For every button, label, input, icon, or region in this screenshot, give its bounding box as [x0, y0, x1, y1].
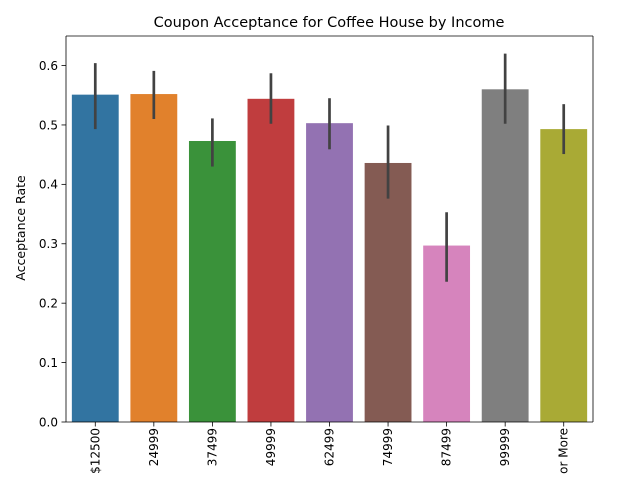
x-tick-label-6: 87499: [440, 428, 454, 466]
x-axis: $12500 24999 37499 49999 62499 74999 87499 9999…: [88, 422, 571, 474]
bar-4: [306, 123, 353, 423]
plot-area: [65, 35, 594, 423]
y-tick-label-6: 0.6: [39, 59, 58, 73]
x-tick-label-7: 99999: [498, 428, 512, 466]
y-tick-label-2: 0.2: [39, 296, 58, 310]
y-tick-label-0: 0.0: [39, 415, 58, 429]
y-axis-label: Acceptance Rate: [13, 175, 28, 281]
x-tick-label-3: 49999: [264, 428, 278, 466]
bar-3: [247, 98, 295, 422]
bar-2: [188, 140, 236, 422]
y-tick-label-3: 0.3: [39, 237, 58, 251]
bar-1: [130, 94, 178, 423]
x-tick-label-8: or More: [557, 428, 571, 474]
bar-8: [540, 129, 588, 422]
bar-7: [481, 89, 529, 422]
bar-5: [364, 162, 412, 422]
x-tick-label-1: 24999: [147, 428, 161, 466]
chart-title: Coupon Acceptance for Coffee House by In…: [154, 15, 505, 31]
y-tick-label-1: 0.1: [39, 356, 58, 370]
y-tick-label-4: 0.4: [39, 178, 58, 192]
x-tick-label-0: $12500: [88, 428, 102, 474]
bar-0: [71, 94, 119, 422]
x-tick-label-2: 37499: [205, 428, 219, 466]
x-tick-label-5: 74999: [381, 428, 395, 466]
y-tick-label-5: 0.5: [39, 118, 58, 132]
x-tick-label-4: 62499: [323, 428, 337, 466]
y-axis: 0.0 0.1 0.2 0.3 0.4 0.5 0.6: [39, 59, 66, 429]
